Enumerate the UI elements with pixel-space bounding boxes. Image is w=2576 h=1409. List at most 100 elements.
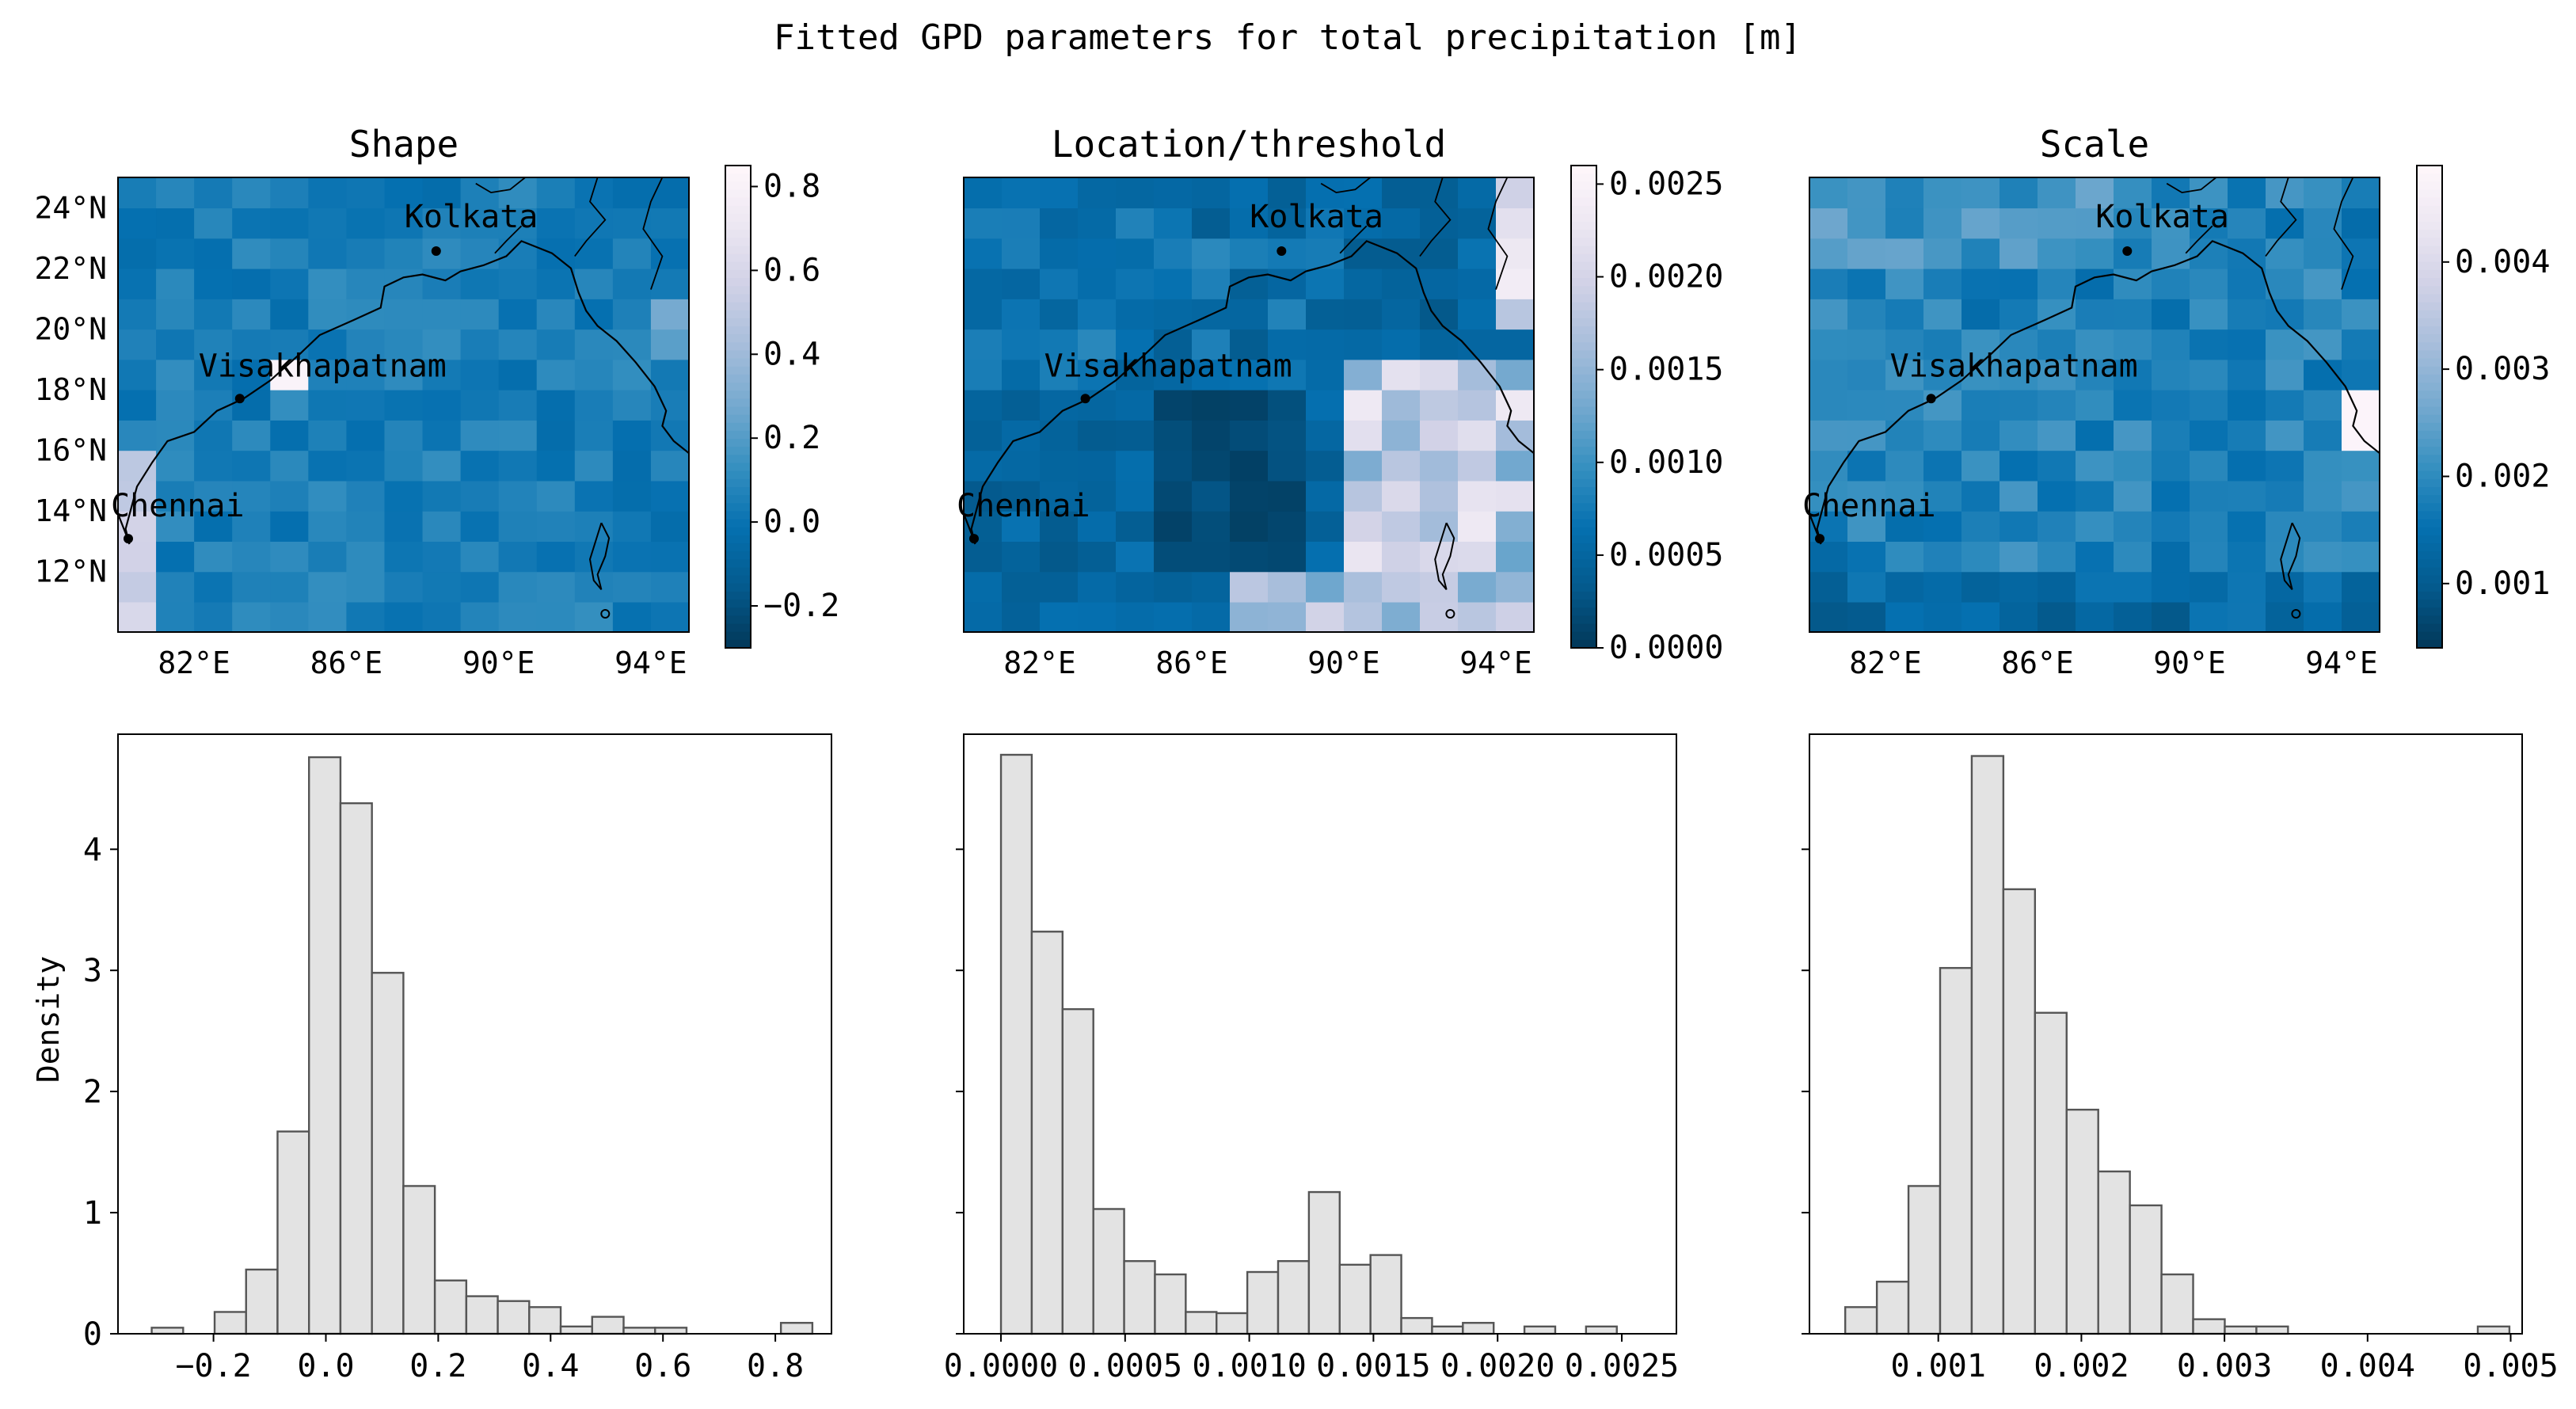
map-cell [1382,238,1421,269]
map-cell [2114,510,2152,542]
colorbar-segment [1571,253,1596,263]
colorbar-segment [725,278,751,287]
map-cell [2190,571,2228,603]
map-cell [498,359,538,390]
map-cell [2304,510,2342,542]
map-cell [156,268,195,299]
y-tick-label: 3 [83,953,102,989]
map-cell [2304,268,2342,299]
city-marker [1080,394,1090,404]
colorbar-frame [2416,165,2443,649]
map-cell [2342,238,2380,269]
map-cell [1078,510,1117,542]
map-cell [384,510,424,542]
map-cell [1154,359,1193,390]
map-cell [1154,329,1193,360]
map-cell [2304,420,2342,451]
border-line [1487,177,1509,290]
lon-tick-label: 94°E [615,645,687,680]
map-cell [2114,238,2152,269]
colorbar-segment [2417,310,2442,319]
histogram-bar [1092,1208,1125,1335]
map-cell [156,571,195,603]
map-cell [2190,480,2228,512]
x-tick-label: 0.0025 [1565,1348,1680,1384]
map-cell [1116,208,1155,239]
city-label: Kolkata [2095,199,2229,235]
map-cell [1040,601,1079,633]
map-cell [1496,359,1535,390]
map-cell [232,177,272,209]
colorbar-segment [1571,166,1596,174]
map-cell [1458,601,1497,633]
histogram-panel-2: 0.001 0.002 0.003 0.004 0.005 [1802,733,2559,1384]
map-cell [2190,601,2228,633]
map-cell [2304,541,2342,573]
map-cell [2076,299,2114,330]
map-cell [2038,601,2076,633]
map-cell [1078,541,1117,573]
map-cell [422,420,462,451]
map-cell [1192,541,1231,573]
map-cell [1116,510,1155,542]
map-cell [2266,208,2304,239]
map-cell [1961,268,2000,299]
map-cell [1078,299,1117,330]
colorbar-segment [725,503,751,512]
map-cell [1116,541,1155,573]
x-tick-label: 0.002 [2034,1348,2129,1384]
colorbar-segment [725,269,751,279]
colorbar-frame [725,165,751,649]
map-cell [964,208,1003,239]
map-cell [1496,480,1535,512]
colorbar-segment [2417,463,2442,472]
city-label: Kolkata [1250,199,1383,235]
colorbar-tick-label: 0.4 [763,336,820,372]
map-cell [1382,299,1421,330]
map-cell [2038,329,2076,360]
map-cell [1847,510,1886,542]
map-cell [2000,359,2038,390]
map-cell [1344,268,1383,299]
map-cell [194,420,233,451]
city-label: Visakhapatnam [1890,348,2138,384]
colorbar-segment [2417,366,2442,375]
map-cell [232,299,272,330]
map-cell [574,480,614,512]
map-cell [2266,389,2304,421]
colorbar-segment [1571,222,1596,230]
map-cell [536,389,576,421]
map-cell [2076,177,2114,209]
colorbar-segment [1571,246,1596,255]
map-cell [2038,420,2076,451]
map-cell [964,299,1003,330]
map-cell [422,268,462,299]
colorbar-segment [725,543,751,552]
map-cell [1192,177,1231,209]
histogram-bar [213,1311,247,1335]
map-cell [1154,450,1193,482]
map-cell [1230,208,1269,239]
colorbar-segment [1571,511,1596,520]
map-cell [2076,480,2114,512]
histogram-bar [2002,888,2037,1335]
map-cell [308,450,348,482]
map-cell [964,238,1003,269]
colorbar-segment [1571,567,1596,577]
histogram-bar [1523,1325,1557,1335]
histogram-bar [1462,1322,1495,1335]
map-cell [346,208,386,239]
map-cell [2000,299,2038,330]
map-cell [1040,420,1079,451]
colorbar-segment [1571,463,1596,472]
map-cell [1382,177,1421,209]
map-cell [1002,177,1041,209]
map-title-shape: Shape [349,123,459,166]
colorbar-segment [725,487,751,496]
colorbar-segment [725,575,751,585]
map-cell [270,268,310,299]
map-cell [270,510,310,542]
map-cell [498,389,538,421]
map-cell [1154,510,1193,542]
